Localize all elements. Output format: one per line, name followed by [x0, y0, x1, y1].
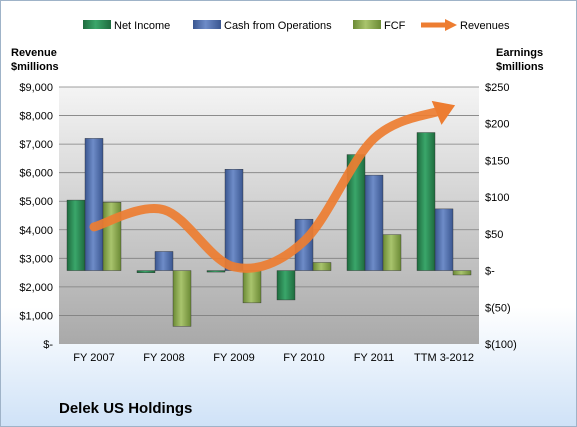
right-tick-label: $50 [485, 229, 503, 241]
right-tick-label: $(100) [485, 339, 517, 351]
legend-label-fcf: FCF [384, 20, 406, 32]
x-tick-label: FY 2010 [283, 352, 324, 364]
bar-cash-from-operations [364, 174, 384, 271]
bar-net-income [136, 270, 156, 273]
bar-fcf [382, 234, 402, 271]
x-tick-label: FY 2011 [354, 352, 395, 364]
x-tick-label: FY 2009 [213, 352, 254, 364]
left-tick-label: $1,000 [19, 310, 53, 322]
left-tick-label: $4,000 [19, 225, 53, 237]
revenue-line-arrowhead [431, 100, 456, 125]
bar-cash-from-operations [224, 169, 244, 271]
revenue-line-path [89, 105, 449, 273]
bar-fcf [172, 270, 192, 327]
bar-cash-from-operations [154, 251, 174, 271]
bar-cash-from-operations [434, 208, 454, 271]
left-axis-title-line2: $millions [11, 61, 59, 73]
left-tick-label: $9,000 [19, 82, 53, 94]
bar-net-income [416, 132, 436, 271]
left-tick-label: $5,000 [19, 196, 53, 208]
bar-series [66, 132, 472, 327]
revenue-line [89, 100, 456, 273]
legend-swatch-fcf [353, 20, 381, 29]
legend-arrow-head [445, 19, 457, 31]
left-tick-label: $2,000 [19, 282, 53, 294]
right-axis-title-line2: $millions [496, 61, 544, 73]
bar-fcf [242, 270, 262, 304]
x-tick-label: TTM 3-2012 [414, 352, 474, 364]
right-tick-label: $250 [485, 82, 509, 94]
left-tick-label: $3,000 [19, 253, 53, 265]
legend-swatch-cash-from-operations [193, 20, 221, 29]
right-tick-label: $200 [485, 119, 509, 131]
legend-label-revenues: Revenues [460, 20, 510, 32]
left-axis-title-line1: Revenue [11, 47, 57, 59]
company-title: Delek US Holdings [59, 400, 192, 417]
left-tick-label: $- [43, 339, 53, 351]
bar-net-income [206, 270, 226, 273]
right-axis-title-line1: Earnings [496, 47, 543, 59]
legend: Net Income Cash from Operations FCF Reve… [83, 19, 510, 32]
bar-net-income [276, 270, 296, 301]
bar-fcf [312, 262, 332, 271]
right-tick-label: $(50) [485, 302, 511, 314]
gridlines [59, 86, 479, 316]
right-tick-label: $150 [485, 155, 509, 167]
left-tick-label: $7,000 [19, 139, 53, 151]
left-tick-label: $8,000 [19, 111, 53, 123]
left-tick-label: $6,000 [19, 168, 53, 180]
bar-net-income [66, 199, 86, 271]
x-axis: FY 2007 FY 2008 FY 2009 FY 2010 FY 2011 TTM 3… [73, 352, 474, 364]
left-axis: $- $1,000 $2,000 $3,000 $4,000 $5,000 $6,000 $7… [19, 82, 53, 351]
bar-cash-from-operations [84, 138, 104, 271]
x-tick-label: FY 2008 [143, 352, 184, 364]
legend-label-cash-from-operations: Cash from Operations [224, 20, 332, 32]
legend-label-net-income: Net Income [114, 20, 170, 32]
bar-fcf [452, 270, 472, 276]
right-axis: $(100) $(50) $- $50 $100 $150 $200 $250 [485, 82, 517, 351]
right-tick-label: $- [485, 266, 495, 278]
legend-swatch-net-income [83, 20, 111, 29]
x-tick-label: FY 2007 [73, 352, 114, 364]
right-tick-label: $100 [485, 192, 509, 204]
